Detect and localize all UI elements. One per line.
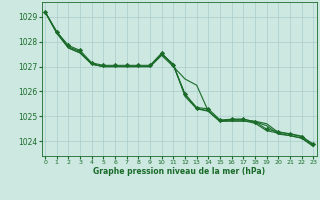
X-axis label: Graphe pression niveau de la mer (hPa): Graphe pression niveau de la mer (hPa) — [93, 167, 265, 176]
